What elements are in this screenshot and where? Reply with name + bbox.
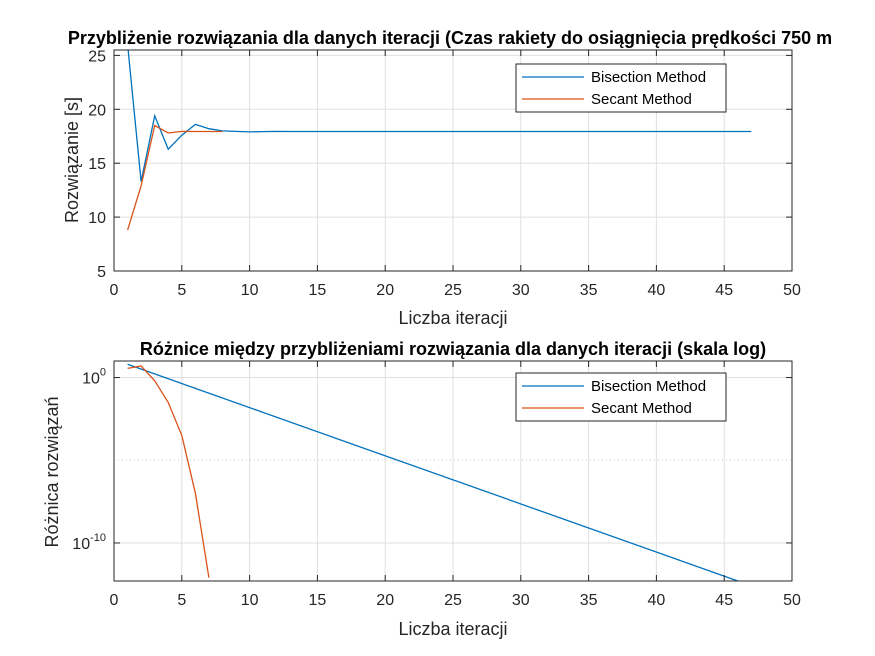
legend: Bisection Method Secant Method — [515, 63, 727, 113]
x-tick-label: 40 — [648, 592, 666, 609]
series-line-secant-method — [127, 365, 210, 578]
y-tick-label: 100 — [82, 367, 106, 388]
x-tick-label: 30 — [512, 282, 530, 299]
x-tick-label: 0 — [110, 282, 119, 299]
x-tick-label: 20 — [376, 282, 394, 299]
x-tick-label: 15 — [309, 592, 327, 609]
y-tick-label: 20 — [88, 102, 106, 119]
chart-iteration-solution: Przybliżenie rozwiązania dla danych iter… — [62, 28, 832, 328]
tick-labels: 0 5 10 15 20 25 30 35 40 45 50 100 10-10 — [72, 361, 801, 609]
y-axis-label: Różnica rozwiązań — [42, 396, 62, 547]
y-tick-label: 10-10 — [72, 532, 106, 553]
series-line-bisection-method — [127, 50, 752, 182]
legend-box — [515, 372, 727, 422]
legend-label-bisection-method: Bisection Method — [591, 69, 706, 86]
x-tick-label: 20 — [376, 592, 394, 609]
y-tick-label: 15 — [88, 156, 106, 173]
chart-title: Różnice między przybliżeniami rozwiązani… — [140, 339, 766, 359]
x-tick-label: 50 — [783, 282, 801, 299]
y-tick-label: 5 — [97, 264, 106, 281]
y-axis-label: Rozwiązanie [s] — [62, 97, 82, 223]
grid-lines — [114, 361, 792, 581]
legend: Bisection Method Secant Method — [515, 372, 727, 422]
legend-label-secant-method: Secant Method — [591, 91, 692, 108]
legend-label-secant-method: Secant Method — [591, 400, 692, 417]
x-tick-label: 25 — [444, 282, 462, 299]
x-tick-label: 25 — [444, 592, 462, 609]
x-tick-label: 10 — [241, 282, 259, 299]
legend-label-bisection-method: Bisection Method — [591, 378, 706, 395]
y-tick-label: 10 — [88, 210, 106, 227]
x-tick-label: 30 — [512, 592, 530, 609]
x-tick-label: 15 — [309, 282, 327, 299]
series-layer — [126, 50, 752, 231]
x-tick-label: 35 — [580, 592, 598, 609]
x-tick-label: 50 — [783, 592, 801, 609]
x-axis-label: Liczba iteracji — [398, 308, 507, 328]
x-tick-label: 0 — [110, 592, 119, 609]
x-tick-label: 35 — [580, 282, 598, 299]
chart-title: Przybliżenie rozwiązania dla danych iter… — [68, 28, 832, 48]
x-tick-label: 10 — [241, 592, 259, 609]
chart-iteration-difference-log: Różnice między przybliżeniami rozwiązani… — [42, 339, 801, 639]
x-tick-label: 40 — [648, 282, 666, 299]
x-tick-label: 5 — [177, 592, 186, 609]
x-tick-label: 5 — [177, 282, 186, 299]
series-line-secant-method — [126, 124, 223, 231]
x-axis-label: Liczba iteracji — [398, 619, 507, 639]
series-layer — [127, 363, 739, 581]
legend-box — [515, 63, 727, 113]
x-tick-label: 45 — [715, 592, 733, 609]
series-line-bisection-method — [127, 363, 739, 581]
y-tick-label: 25 — [88, 48, 106, 65]
x-tick-label: 45 — [715, 282, 733, 299]
